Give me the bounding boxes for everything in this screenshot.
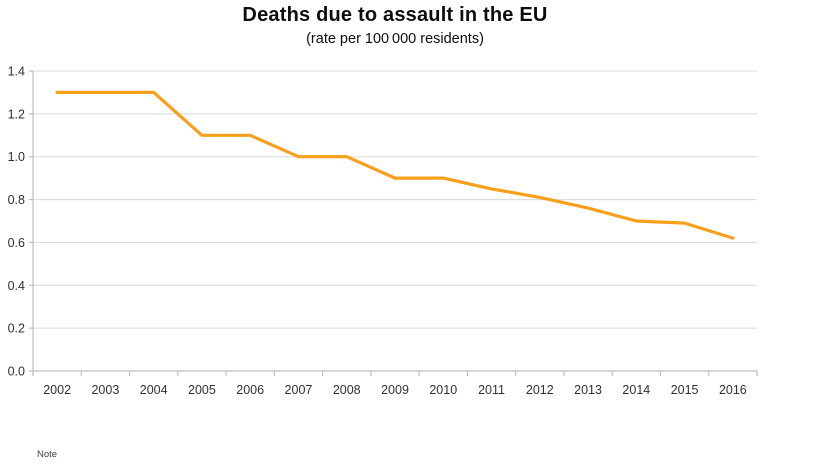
x-axis-label: 2003 [91,383,119,397]
x-axis-label: 2006 [236,383,264,397]
y-axis-label: 1.2 [8,107,25,121]
x-axis-label: 2012 [526,383,554,397]
x-axis-label: 2008 [333,383,361,397]
y-axis-label: 0.2 [8,322,25,336]
x-axis-label: 2010 [429,383,457,397]
y-axis-label: 1.4 [8,65,25,79]
data-line-assault-rate [55,90,735,240]
x-axis-label: 2013 [574,383,602,397]
x-axis-label: 2005 [188,383,216,397]
chart-note: Note 2002-2010: estimated 2011-2013: def… [37,420,156,465]
x-axis-label: 2002 [43,383,71,397]
x-axis-label: 2015 [671,383,699,397]
note-heading: Note [37,449,58,460]
x-axis-label: 2009 [381,383,409,397]
y-axis-label: 0.6 [8,236,25,250]
x-axis-label: 2014 [622,383,650,397]
x-axis-label: 2016 [719,383,747,397]
x-axis-label: 2007 [285,383,313,397]
y-axis-label: 0.0 [8,365,25,379]
y-axis-label: 0.4 [8,279,25,293]
x-axis-label: 2004 [140,383,168,397]
y-axis-label: 1.0 [8,150,25,164]
y-axis-label: 0.8 [8,193,25,207]
x-axis-label: 2011 [478,383,505,397]
